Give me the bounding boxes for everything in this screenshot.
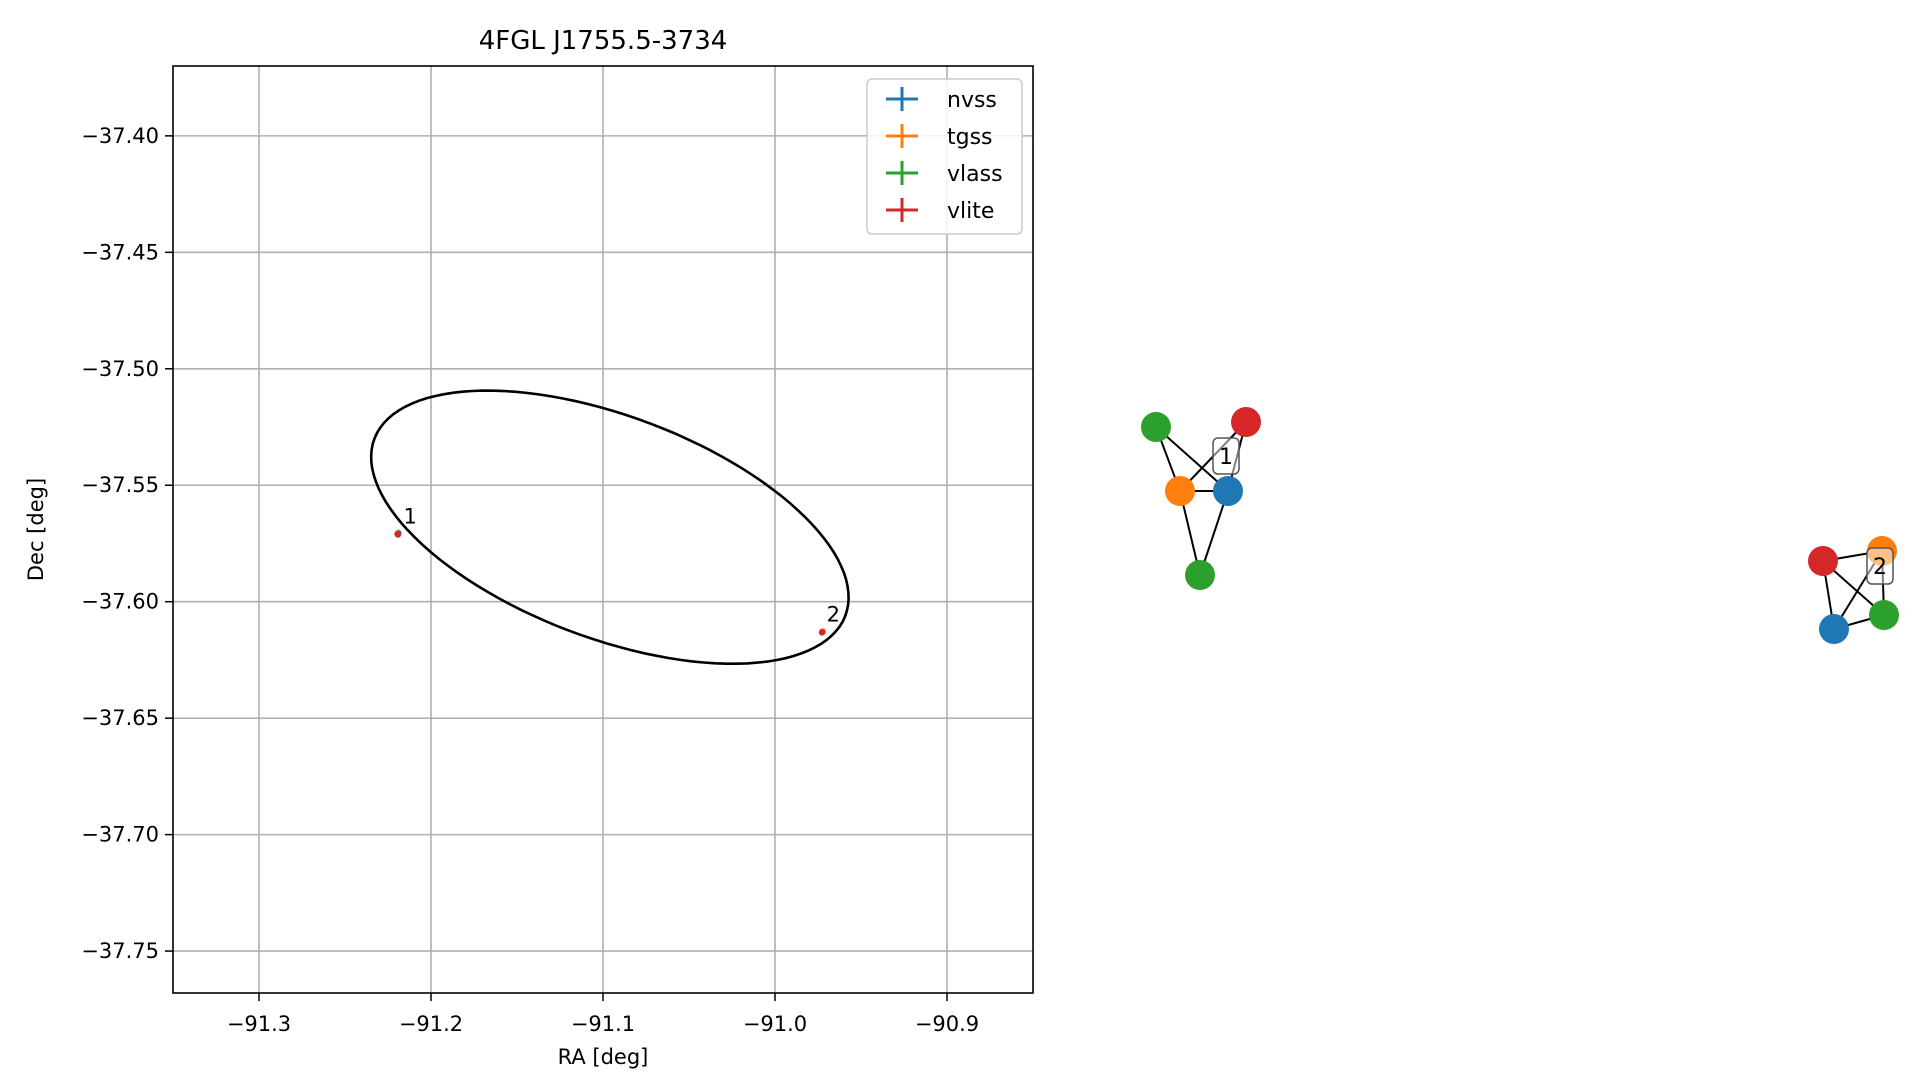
y-tick-label: −37.40 (81, 124, 159, 148)
graph-node-tgss (1165, 476, 1195, 506)
x-tick-label: −91.2 (399, 1012, 463, 1036)
y-tick-label: −37.55 (81, 473, 159, 497)
graph-node-vlite (1808, 546, 1838, 576)
y-tick-label: −37.70 (81, 823, 159, 847)
x-axis-label: RA [deg] (558, 1045, 649, 1069)
y-tick-label: −37.45 (81, 240, 159, 264)
y-tick-label: −37.50 (81, 357, 159, 381)
x-tick-label: −90.9 (915, 1012, 979, 1036)
x-tick-label: −91.1 (571, 1012, 635, 1036)
graph-edge (1155, 426, 1229, 492)
legend-label-vlite: vlite (947, 199, 994, 224)
y-tick-label: −37.75 (81, 939, 159, 963)
y-tick-label: −37.65 (81, 706, 159, 730)
y-ticks: −37.40 −37.45 −37.50 −37.55 −37.60 −37.65 −37.… (81, 124, 173, 963)
ra-dec-axes: 12 −91.3 −91.2 −91.1 −91.0 −90.9 −37.40−37.4… (24, 26, 1034, 1069)
graph-group-label-box (1866, 547, 1894, 585)
source-annotation: 2 (827, 603, 840, 627)
graph-node-nvss (1213, 476, 1243, 506)
x-tick-label: −91.3 (227, 1012, 291, 1036)
point-vlite (394, 530, 402, 538)
legend-box (866, 78, 1023, 235)
x-tick-label: −91.0 (743, 1012, 807, 1036)
graph-node-vlass (1869, 600, 1899, 630)
graph-group-label: 2 (1873, 555, 1887, 580)
legend: nvss tgss vlass vlite (866, 78, 1023, 235)
grid (173, 66, 1033, 993)
association-graph: 12 (1141, 407, 1899, 644)
legend-label-nvss: nvss (947, 88, 997, 113)
graph-group-label-box (1212, 437, 1240, 475)
source-annotation: 1 (403, 505, 416, 529)
legend-label-tgss: tgss (947, 125, 993, 150)
chart-title: 4FGL J1755.5-3734 (479, 26, 728, 56)
y-axis-label: Dec [deg] (24, 478, 48, 581)
point-vlite (818, 629, 826, 636)
legend-label-vlass: vlass (947, 162, 1003, 187)
graph-node-nvss (1819, 614, 1849, 644)
y-tick-label: −37.60 (81, 590, 159, 614)
source-points (394, 529, 827, 636)
source-annotations: 12 (403, 505, 839, 627)
graph-node-vlite (1231, 407, 1261, 437)
graph-node-vlass (1185, 560, 1215, 590)
graph-node-vlass (1141, 412, 1171, 442)
localization-ellipse (369, 389, 850, 665)
x-ticks: −91.3 −91.2 −91.1 −91.0 −90.9 (227, 993, 979, 1036)
graph-group-label: 1 (1219, 445, 1233, 470)
